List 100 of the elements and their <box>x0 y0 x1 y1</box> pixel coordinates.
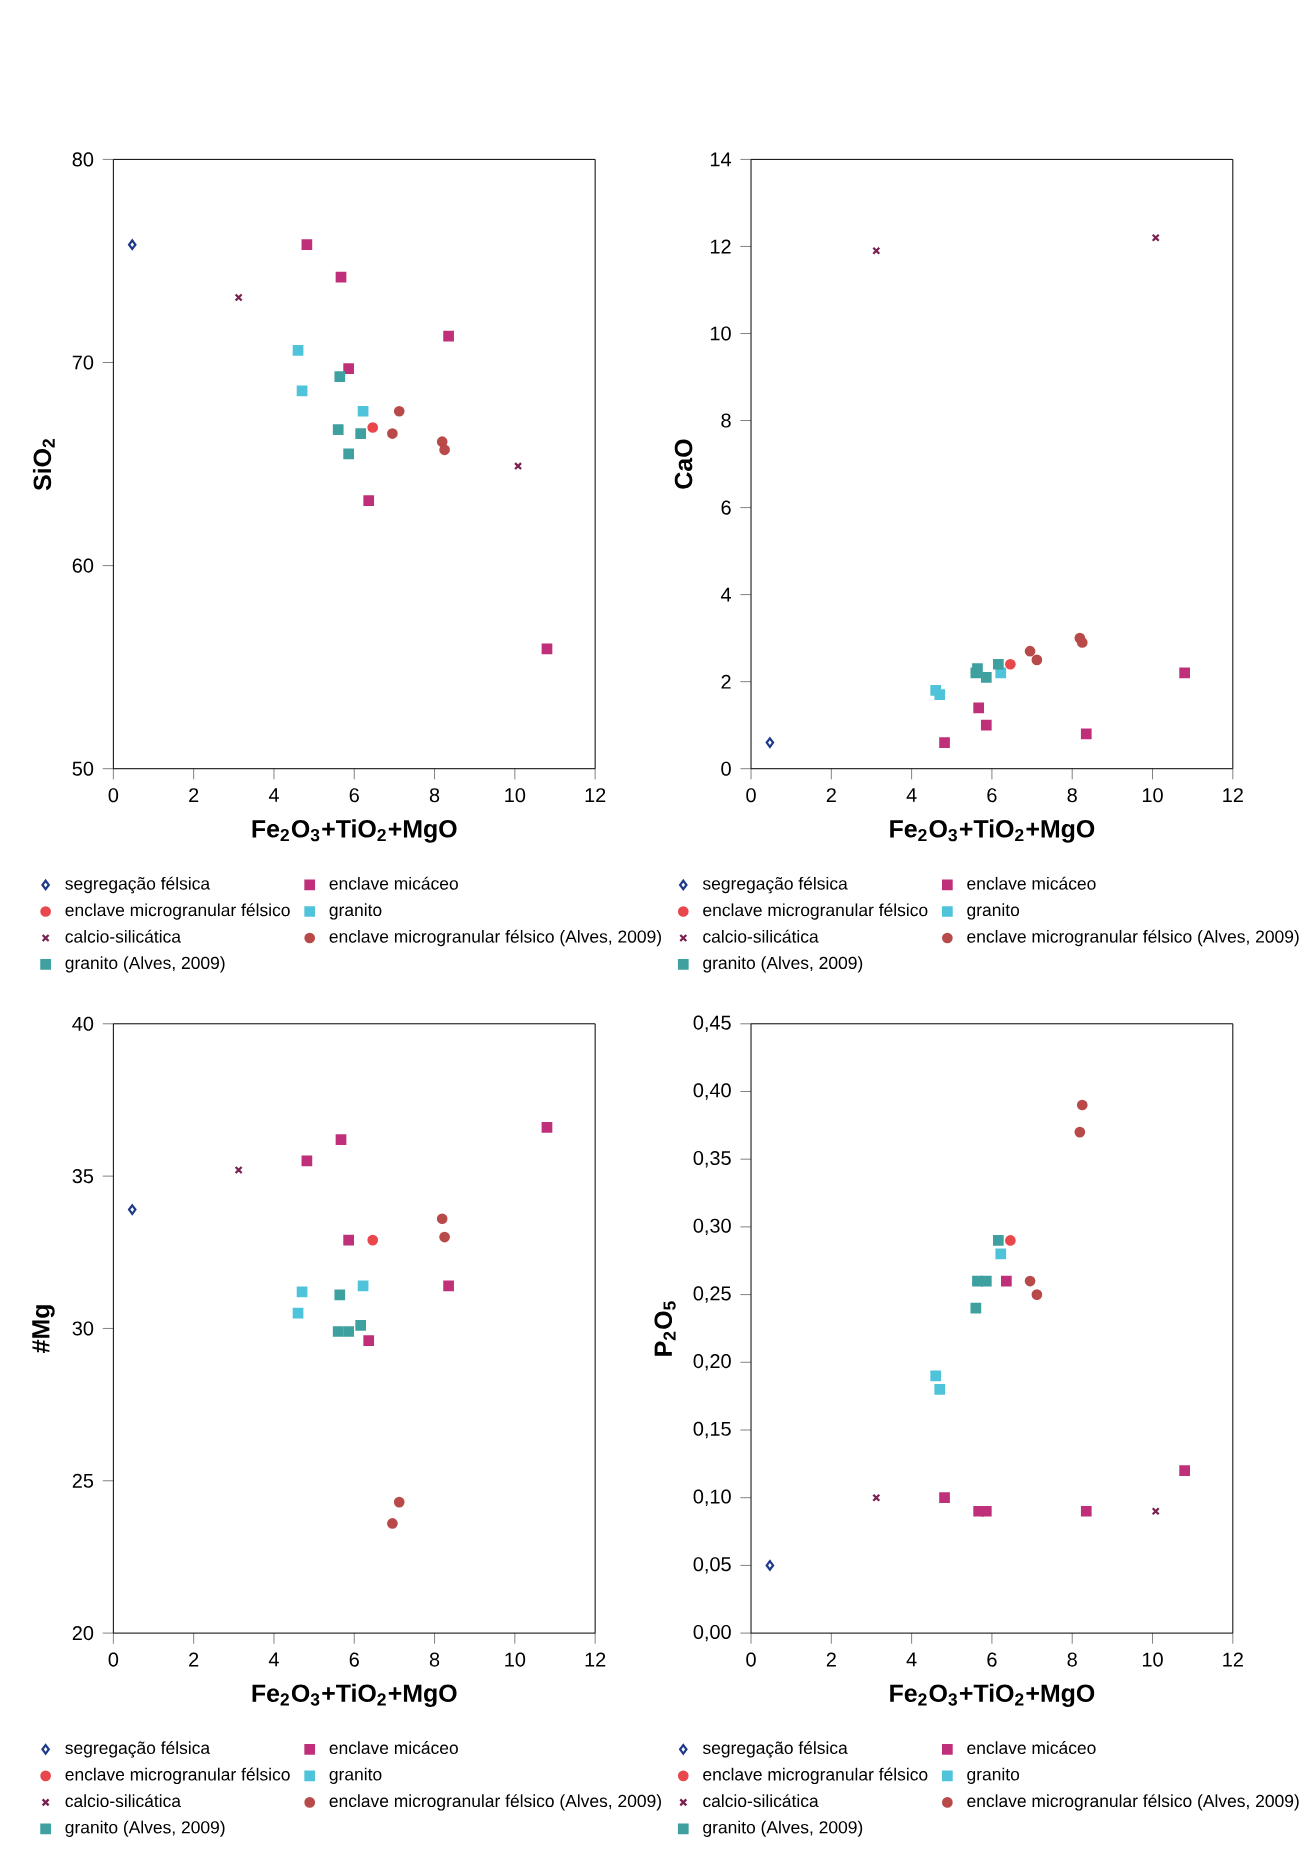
legend-label: enclave microgranular félsico (Alves, 2009) <box>329 1794 661 1811</box>
point <box>1031 654 1043 666</box>
legend-label: enclave micáceo <box>967 1741 1096 1755</box>
point <box>343 1326 354 1337</box>
point <box>301 1155 313 1167</box>
point <box>934 1384 945 1395</box>
legend-label: segregação félsica <box>65 1741 210 1758</box>
y-tick-label: 0,30 <box>693 1218 731 1236</box>
x-tick-label: 12 <box>1223 1652 1243 1667</box>
point <box>980 1275 992 1287</box>
legend-label: granito (Alves, 2009) <box>65 956 225 973</box>
legend-label: segregação félsica <box>702 876 848 894</box>
y-tick-label: 40 <box>72 1016 94 1031</box>
x-tick-label: 4 <box>268 1652 279 1667</box>
y-tick-label: 60 <box>72 558 94 573</box>
point <box>296 1286 308 1298</box>
y-tick-label: 12 <box>710 239 731 254</box>
x-tick-label: 10 <box>1142 1652 1163 1667</box>
legend-label: enclave microgranular félsico (Alves, 2009) <box>967 1794 1299 1811</box>
point <box>1000 1275 1012 1287</box>
legend-label: granito <box>967 903 1019 920</box>
point <box>1031 1289 1043 1300</box>
point <box>292 1307 304 1319</box>
x-tick-label: 10 <box>505 1652 526 1667</box>
legend-label: granito <box>967 1767 1019 1784</box>
x-axis-title: Fe$_{2}$O$_{3}$+TiO$_{2}$+MgO <box>252 819 457 843</box>
point <box>1024 645 1036 657</box>
y-tick-label: 6 <box>721 500 731 515</box>
point <box>127 239 137 251</box>
point <box>1004 1235 1016 1246</box>
legend-label: enclave micáceo <box>967 876 1096 890</box>
y-tick-label: 0,20 <box>693 1354 731 1371</box>
point <box>1151 1507 1160 1516</box>
point <box>301 239 313 251</box>
point <box>992 658 1004 670</box>
y-tick-label: 2 <box>721 674 731 689</box>
point <box>357 1280 369 1292</box>
legend-label: enclave microgranular félsico (Alves, 2009) <box>329 929 661 947</box>
point <box>1004 658 1016 670</box>
y-tick-label: 10 <box>710 326 731 341</box>
point <box>1151 233 1160 242</box>
legend-label: enclave microgranular félsico <box>65 1767 290 1785</box>
point <box>296 385 308 397</box>
point <box>443 1280 454 1292</box>
legend-label: granito (Alves, 2009) <box>65 1820 225 1837</box>
point <box>443 330 454 342</box>
y-tick-label: 0,45 <box>693 1015 731 1032</box>
point <box>765 737 775 748</box>
point <box>970 667 982 679</box>
legend-label: enclave micáceo <box>329 876 458 890</box>
point <box>343 448 354 460</box>
point <box>1179 667 1190 679</box>
y-axis-title: CaO <box>674 439 693 489</box>
point <box>995 1248 1006 1260</box>
point <box>393 405 405 417</box>
point <box>363 495 374 506</box>
point <box>393 1496 405 1508</box>
point <box>872 246 881 255</box>
legend-label: granito <box>329 903 382 920</box>
point <box>980 671 992 683</box>
point <box>930 1370 941 1382</box>
y-tick-label: 8 <box>721 413 731 428</box>
y-tick-label: 0,40 <box>693 1083 731 1100</box>
point <box>332 1326 344 1337</box>
point <box>355 428 366 439</box>
point <box>1179 1465 1190 1476</box>
y-tick-label: 0,15 <box>693 1421 731 1439</box>
point <box>939 1492 950 1504</box>
point <box>386 428 398 439</box>
x-tick-label: 6 <box>349 1652 359 1667</box>
point <box>334 1289 346 1301</box>
x-tick-label: 6 <box>349 788 359 803</box>
x-tick-label: 2 <box>826 1652 836 1667</box>
point <box>541 643 553 655</box>
y-tick-label: 14 <box>710 152 731 167</box>
point <box>343 1234 354 1246</box>
legend-label: calcio-silicática <box>65 1794 181 1808</box>
legend-label: enclave microgranular félsico (Alves, 2009) <box>967 929 1299 947</box>
point <box>332 424 344 435</box>
y-axis-title: P$_{2}$O$_{5}$ <box>654 1301 676 1356</box>
x-tick-label: 6 <box>987 788 997 803</box>
x-tick-label: 12 <box>585 1652 606 1667</box>
point <box>439 444 450 456</box>
x-tick-label: 8 <box>429 1652 440 1667</box>
x-tick-label: 2 <box>189 1652 199 1667</box>
x-tick-label: 0 <box>108 788 119 803</box>
point <box>436 1213 448 1225</box>
point <box>343 363 354 374</box>
point <box>292 344 304 356</box>
point <box>436 436 448 448</box>
point <box>355 1320 366 1331</box>
x-axis-title: Fe$_{2}$O$_{3}$+TiO$_{2}$+MgO <box>252 1683 457 1708</box>
point <box>1080 728 1092 740</box>
point <box>1024 1275 1036 1287</box>
y-axis-title: #Mg <box>32 1305 55 1353</box>
point <box>334 371 346 383</box>
x-tick-label: 2 <box>826 788 836 803</box>
legend-label: calcio-silicática <box>703 1794 819 1808</box>
point <box>367 1234 378 1246</box>
legend-label: enclave microgranular félsico <box>703 903 928 920</box>
